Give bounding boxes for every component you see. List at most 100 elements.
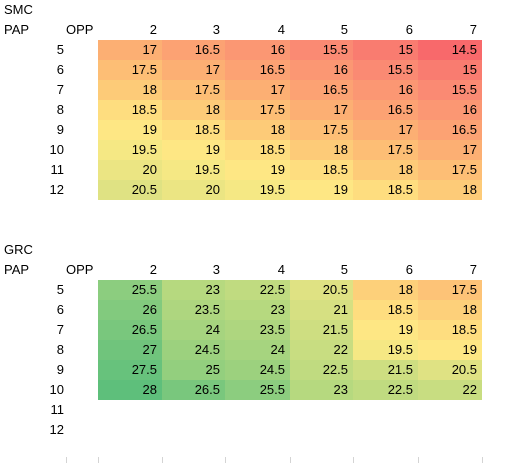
heatmap-cell[interactable]: 25.5 <box>225 380 290 400</box>
heatmap-cell[interactable]: 15.5 <box>418 80 482 100</box>
heatmap-cell[interactable]: 16 <box>225 40 290 60</box>
heatmap-cell[interactable]: 15 <box>353 40 418 60</box>
heatmap-cell[interactable]: 20 <box>162 180 225 200</box>
column-header-cell[interactable]: 4 <box>277 22 285 37</box>
heatmap-cell[interactable]: 18.5 <box>418 320 482 340</box>
heatmap-cell[interactable]: 16.5 <box>353 100 418 120</box>
heatmap-cell[interactable]: 15.5 <box>290 40 353 60</box>
heatmap-cell[interactable]: 16.5 <box>290 80 353 100</box>
row-label-cell[interactable]: 10 <box>49 382 64 397</box>
column-header-cell[interactable]: 2 <box>149 262 157 277</box>
column-header-cell[interactable]: 5 <box>340 262 348 277</box>
heatmap-cell[interactable]: 24 <box>162 320 225 340</box>
heatmap-cell[interactable]: 19.5 <box>162 160 225 180</box>
column-header-cell[interactable]: 6 <box>405 262 413 277</box>
heatmap-cell[interactable]: 18.5 <box>162 120 225 140</box>
heatmap-cell[interactable]: 26 <box>98 300 162 320</box>
column-header-cell[interactable]: 3 <box>212 262 220 277</box>
heatmap-cell[interactable]: 20.5 <box>98 180 162 200</box>
heatmap-cell[interactable]: 20 <box>98 160 162 180</box>
row-label-cell[interactable]: 6 <box>56 62 64 77</box>
row-label-cell[interactable]: 7 <box>56 82 64 97</box>
heatmap-cell[interactable]: 17 <box>290 100 353 120</box>
heatmap-cell[interactable]: 19 <box>353 320 418 340</box>
row-label-cell[interactable]: 10 <box>49 142 64 157</box>
heatmap-cell[interactable]: 18.5 <box>225 140 290 160</box>
heatmap-cell[interactable]: 16.5 <box>418 120 482 140</box>
heatmap-cell[interactable]: 16.5 <box>162 40 225 60</box>
heatmap-cell[interactable]: 23 <box>225 300 290 320</box>
heatmap-cell[interactable]: 17.5 <box>98 60 162 80</box>
row-label-cell[interactable]: 11 <box>50 402 65 417</box>
heatmap-cell[interactable]: 20.5 <box>418 360 482 380</box>
heatmap-cell[interactable]: 17 <box>418 140 482 160</box>
heatmap-cell[interactable]: 21 <box>290 300 353 320</box>
heatmap-cell[interactable]: 17 <box>353 120 418 140</box>
row-header-label[interactable]: PAP <box>4 22 30 37</box>
table-name-label[interactable]: SMC <box>4 2 33 17</box>
heatmap-cell[interactable]: 18 <box>290 140 353 160</box>
heatmap-cell[interactable]: 17.5 <box>418 280 482 300</box>
row-label-cell[interactable]: 9 <box>56 122 64 137</box>
heatmap-cell[interactable]: 23.5 <box>162 300 225 320</box>
heatmap-cell[interactable]: 24 <box>225 340 290 360</box>
heatmap-cell[interactable]: 19 <box>225 160 290 180</box>
heatmap-cell[interactable]: 19.5 <box>98 140 162 160</box>
heatmap-cell[interactable]: 17 <box>162 60 225 80</box>
heatmap-cell[interactable]: 24.5 <box>225 360 290 380</box>
heatmap-cell[interactable]: 16 <box>290 60 353 80</box>
col-header-label[interactable]: OPP <box>66 262 94 277</box>
row-label-cell[interactable]: 12 <box>49 422 64 437</box>
heatmap-cell[interactable]: 19 <box>290 180 353 200</box>
row-label-cell[interactable]: 5 <box>56 42 64 57</box>
row-label-cell[interactable]: 5 <box>56 282 64 297</box>
col-header-label[interactable]: OPP <box>66 22 94 37</box>
heatmap-cell[interactable]: 20.5 <box>290 280 353 300</box>
heatmap-cell[interactable]: 21.5 <box>353 360 418 380</box>
heatmap-cell[interactable]: 18 <box>353 280 418 300</box>
heatmap-cell[interactable]: 25 <box>162 360 225 380</box>
column-header-cell[interactable]: 2 <box>149 22 157 37</box>
heatmap-cell[interactable]: 27 <box>98 340 162 360</box>
heatmap-cell[interactable]: 17 <box>98 40 162 60</box>
heatmap-cell[interactable]: 19 <box>98 120 162 140</box>
heatmap-cell[interactable]: 18.5 <box>353 180 418 200</box>
heatmap-cell[interactable]: 23.5 <box>225 320 290 340</box>
heatmap-cell[interactable]: 23 <box>162 280 225 300</box>
heatmap-cell[interactable]: 19 <box>162 140 225 160</box>
heatmap-cell[interactable]: 15.5 <box>353 60 418 80</box>
heatmap-cell[interactable]: 22 <box>418 380 482 400</box>
heatmap-cell[interactable]: 18 <box>98 80 162 100</box>
row-label-cell[interactable]: 6 <box>56 302 64 317</box>
heatmap-cell[interactable]: 22.5 <box>225 280 290 300</box>
heatmap-cell[interactable]: 16 <box>353 80 418 100</box>
heatmap-cell[interactable]: 22.5 <box>290 360 353 380</box>
heatmap-cell[interactable]: 19 <box>418 340 482 360</box>
row-label-cell[interactable]: 12 <box>49 182 64 197</box>
heatmap-cell[interactable]: 27.5 <box>98 360 162 380</box>
heatmap-cell[interactable]: 17.5 <box>290 120 353 140</box>
column-header-cell[interactable]: 4 <box>277 262 285 277</box>
heatmap-cell[interactable]: 21.5 <box>290 320 353 340</box>
heatmap-cell[interactable]: 16 <box>418 100 482 120</box>
heatmap-cell[interactable]: 18 <box>418 180 482 200</box>
row-label-cell[interactable]: 9 <box>56 362 64 377</box>
row-label-cell[interactable]: 11 <box>50 162 65 177</box>
table-name-label[interactable]: GRC <box>4 242 33 257</box>
heatmap-cell[interactable]: 15 <box>418 60 482 80</box>
heatmap-cell[interactable]: 18 <box>418 300 482 320</box>
heatmap-cell[interactable]: 22 <box>290 340 353 360</box>
column-header-cell[interactable]: 6 <box>405 22 413 37</box>
heatmap-cell[interactable]: 17 <box>225 80 290 100</box>
column-header-cell[interactable]: 7 <box>469 22 477 37</box>
row-label-cell[interactable]: 8 <box>56 102 64 117</box>
heatmap-cell[interactable]: 24.5 <box>162 340 225 360</box>
heatmap-cell[interactable]: 18.5 <box>353 300 418 320</box>
row-header-label[interactable]: PAP <box>4 262 30 277</box>
heatmap-cell[interactable]: 19.5 <box>353 340 418 360</box>
heatmap-cell[interactable]: 14.5 <box>418 40 482 60</box>
heatmap-cell[interactable]: 18.5 <box>290 160 353 180</box>
heatmap-cell[interactable]: 22.5 <box>353 380 418 400</box>
column-header-cell[interactable]: 7 <box>469 262 477 277</box>
heatmap-cell[interactable]: 18.5 <box>98 100 162 120</box>
